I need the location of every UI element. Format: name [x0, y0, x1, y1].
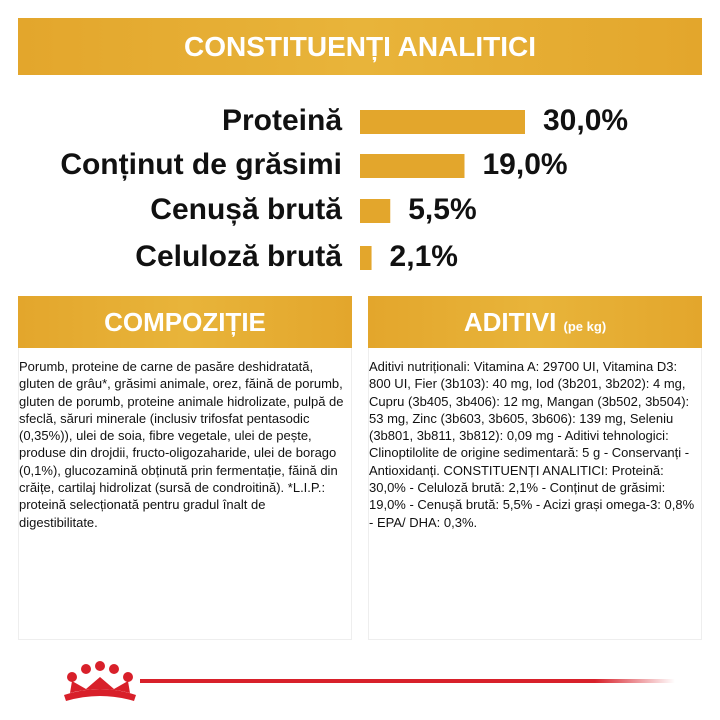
value-label: 30,0%	[543, 104, 628, 137]
composition-band: COMPOZIȚIE	[18, 296, 352, 348]
row-label: Proteină	[222, 104, 342, 137]
header-band: CONSTITUENȚI ANALITICI	[18, 18, 702, 75]
row-label: Celuloză brută	[135, 240, 342, 273]
value-label: 5,5%	[408, 193, 476, 226]
brand-footer	[64, 661, 675, 701]
additives-band: ADITIVI (pe kg)	[368, 296, 702, 348]
composition-box: Porumb, proteine de carne de pasăre desh…	[18, 348, 352, 640]
additives-title: ADITIVI	[463, 307, 557, 337]
bar	[360, 246, 372, 270]
composition-title: COMPOZIȚIE	[104, 307, 266, 337]
additives-subtitle: (pe kg)	[563, 319, 607, 334]
header-title: CONSTITUENȚI ANALITICI	[183, 31, 537, 62]
bar	[360, 199, 391, 223]
row-label: Conținut de grăsimi	[60, 148, 342, 181]
additives-text: Aditivi nutriționali: Vitamina A: 29700 …	[369, 359, 695, 530]
brand-line	[140, 679, 675, 683]
bar	[360, 110, 525, 134]
bar	[360, 154, 465, 178]
value-label: 2,1%	[390, 240, 458, 273]
analytics-chart: Proteină 30,0% Conținut de grăsimi 19,0% Cen…	[60, 104, 628, 273]
brand-logo	[64, 661, 136, 701]
composition-text: Porumb, proteine de carne de pasăre desh…	[19, 359, 344, 530]
value-label: 19,0%	[483, 148, 568, 181]
additives-box: Aditivi nutriționali: Vitamina A: 29700 …	[368, 348, 702, 640]
row-label: Cenușă brută	[150, 193, 342, 226]
